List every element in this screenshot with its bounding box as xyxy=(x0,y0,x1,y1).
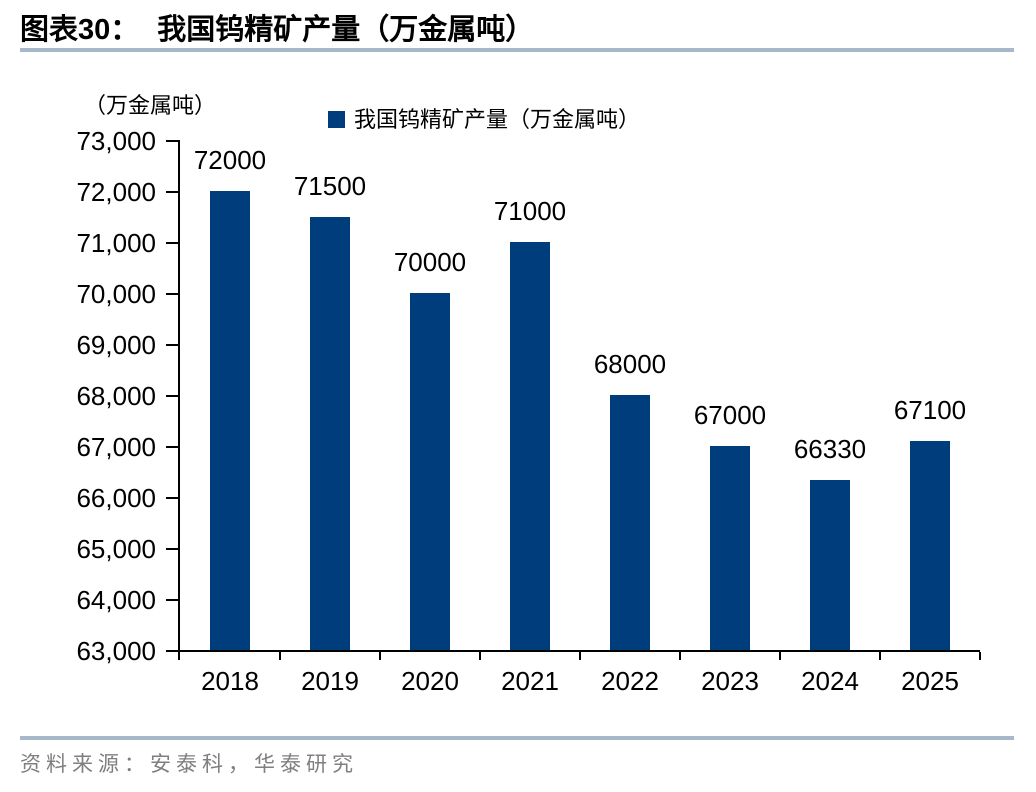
y-axis-tick xyxy=(166,395,178,397)
bar-value-label: 67000 xyxy=(693,400,767,430)
y-axis-tick xyxy=(166,599,178,601)
y-axis-tick xyxy=(166,344,178,346)
source-note: 资料来源：安泰科，华泰研究 xyxy=(20,752,358,776)
x-axis-tick xyxy=(979,652,981,660)
x-axis-tick xyxy=(379,652,381,660)
x-axis-tick xyxy=(178,652,180,660)
y-axis-unit-label: （万金属吨） xyxy=(84,93,217,118)
y-axis-tick-label: 68,000 xyxy=(76,381,156,411)
footer-divider xyxy=(20,736,1014,740)
y-axis-tick xyxy=(166,497,178,499)
bar-value-label: 66330 xyxy=(793,434,867,465)
chart-legend: 我国钨精矿产量（万金属吨） xyxy=(328,106,640,133)
bar-2022 xyxy=(610,395,650,650)
x-axis-tick xyxy=(279,652,281,660)
x-axis-category-label: 2023 xyxy=(701,666,759,696)
bar-2020 xyxy=(410,293,450,650)
x-axis-category-label: 2018 xyxy=(201,666,259,696)
x-axis-line xyxy=(178,650,980,652)
y-axis-tick-label: 73,000 xyxy=(76,126,156,156)
y-axis-tick-label: 66,000 xyxy=(76,483,156,513)
x-axis-category-label: 2020 xyxy=(401,666,459,696)
x-axis-tick xyxy=(579,652,581,660)
y-axis-tick xyxy=(166,446,178,448)
bar-2018 xyxy=(210,191,250,650)
bar-value-label: 71500 xyxy=(293,170,367,201)
x-axis-category-label: 2025 xyxy=(901,666,959,696)
bar-value-label: 70000 xyxy=(393,247,467,277)
legend-label: 我国钨精矿产量（万金属吨） xyxy=(354,107,641,132)
bar-value-label: 67100 xyxy=(893,394,967,425)
bar-value-label: 72000 xyxy=(193,145,267,175)
bar-value-label: 68000 xyxy=(593,349,667,379)
x-axis-category-label: 2022 xyxy=(601,666,659,696)
figure-number: 图表30： xyxy=(20,14,140,46)
y-axis-tick-label: 67,000 xyxy=(76,432,156,462)
x-axis-tick xyxy=(779,652,781,660)
y-axis-tick-label: 64,000 xyxy=(76,585,156,615)
y-axis-tick-label: 69,000 xyxy=(76,330,156,360)
bar-2019 xyxy=(310,216,350,650)
y-axis-tick-label: 63,000 xyxy=(76,636,156,666)
x-axis-category-label: 2021 xyxy=(501,666,559,696)
x-axis-tick xyxy=(479,652,481,660)
y-axis-tick xyxy=(166,650,178,652)
bar-2023 xyxy=(710,446,750,650)
title-divider xyxy=(20,48,1014,52)
bar-2021 xyxy=(510,242,550,650)
x-axis-tick xyxy=(879,652,881,660)
x-axis-category-label: 2024 xyxy=(801,666,859,696)
y-axis-tick xyxy=(166,140,178,142)
bar-2025 xyxy=(910,440,950,650)
x-axis-category-label: 2019 xyxy=(301,666,359,696)
x-axis-tick xyxy=(679,652,681,660)
y-axis-tick-label: 65,000 xyxy=(76,534,156,564)
figure-title: 图表30： 我国钨精矿产量（万金属吨） xyxy=(20,6,534,48)
y-axis-tick xyxy=(166,191,178,193)
y-axis-tick xyxy=(166,293,178,295)
legend-marker-icon xyxy=(328,111,345,128)
y-axis-tick-label: 70,000 xyxy=(76,279,156,309)
y-axis-tick-label: 71,000 xyxy=(76,228,156,258)
y-axis-tick xyxy=(166,548,178,550)
plot-area: 63,000 64,000 65,000 66,000 67,000 68,000 69,0… xyxy=(76,126,981,696)
bar-value-label: 71000 xyxy=(493,196,567,226)
y-axis-tick xyxy=(166,242,178,244)
bar-2024 xyxy=(810,480,850,650)
y-axis-line xyxy=(178,140,180,652)
y-axis-tick-label: 72,000 xyxy=(76,177,156,207)
figure-title-text: 我国钨精矿产量（万金属吨） xyxy=(157,14,535,46)
